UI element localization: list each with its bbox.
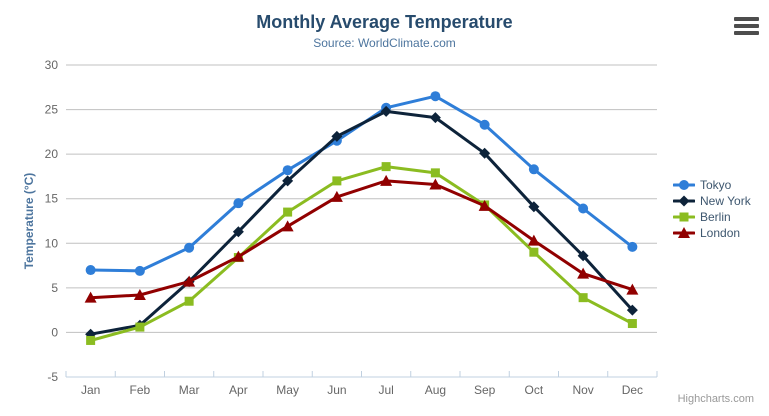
- x-axis-label: Apr: [229, 383, 248, 397]
- data-point[interactable]: [627, 241, 638, 252]
- y-axis-label: 15: [45, 192, 59, 206]
- circle-marker-icon: [673, 180, 695, 190]
- series-london[interactable]: [84, 174, 639, 303]
- hamburger-bar: [734, 24, 759, 28]
- diamond-marker-icon: [673, 195, 695, 207]
- data-point[interactable]: [232, 226, 244, 238]
- x-axis-label: Jul: [378, 383, 393, 397]
- data-point[interactable]: [184, 296, 194, 306]
- legend-label: Tokyo: [700, 178, 732, 192]
- hamburger-bar: [734, 31, 759, 35]
- series-tokyo[interactable]: [85, 91, 638, 276]
- data-point[interactable]: [135, 322, 145, 332]
- data-point[interactable]: [133, 288, 146, 300]
- y-axis-label: 10: [45, 236, 59, 250]
- data-point[interactable]: [331, 130, 343, 142]
- hamburger-bar: [734, 17, 759, 21]
- data-point[interactable]: [578, 293, 588, 303]
- legend-item-new-york[interactable]: New York: [673, 193, 751, 209]
- legend-label: New York: [700, 194, 751, 208]
- x-axis-label: Jun: [327, 383, 346, 397]
- x-axis-label: Dec: [622, 383, 643, 397]
- x-axis-label: Aug: [425, 383, 446, 397]
- legend-item-london[interactable]: London: [673, 225, 751, 241]
- data-point[interactable]: [232, 250, 245, 262]
- data-point[interactable]: [281, 220, 294, 232]
- legend-label: Berlin: [700, 210, 731, 224]
- x-axis-label: Feb: [130, 383, 151, 397]
- legend-item-berlin[interactable]: Berlin: [673, 209, 751, 225]
- series-new-york[interactable]: [85, 105, 638, 340]
- legend-item-tokyo[interactable]: Tokyo: [673, 177, 751, 193]
- y-axis-label: 0: [51, 325, 58, 339]
- data-point[interactable]: [429, 112, 441, 124]
- y-axis-label: -5: [47, 370, 58, 384]
- data-point[interactable]: [380, 105, 392, 117]
- data-point[interactable]: [233, 198, 244, 209]
- triangle-marker-icon: [673, 227, 695, 238]
- data-point[interactable]: [330, 190, 343, 202]
- credits-link[interactable]: Highcharts.com: [677, 393, 754, 405]
- x-axis-label: May: [276, 383, 299, 397]
- hamburger-icon: [734, 17, 760, 35]
- y-axis-label: 5: [51, 281, 58, 295]
- y-axis-label: 30: [45, 58, 59, 72]
- data-point[interactable]: [332, 176, 342, 186]
- data-point[interactable]: [528, 201, 540, 213]
- data-point[interactable]: [479, 147, 491, 159]
- data-point[interactable]: [282, 165, 293, 176]
- legend-label: London: [700, 226, 741, 240]
- data-point[interactable]: [134, 265, 145, 276]
- data-point[interactable]: [184, 242, 195, 253]
- series-line: [89, 165, 634, 342]
- x-axis-label: Oct: [525, 383, 544, 397]
- export-menu-button[interactable]: [734, 16, 760, 36]
- data-point[interactable]: [183, 275, 196, 287]
- legend: Tokyo New York Berlin London: [673, 177, 751, 241]
- data-point[interactable]: [429, 178, 442, 190]
- data-point[interactable]: [430, 91, 441, 102]
- data-point[interactable]: [577, 250, 589, 262]
- chart-subtitle: Source: WorldClimate.com: [313, 36, 456, 50]
- data-point[interactable]: [527, 234, 540, 246]
- data-point[interactable]: [626, 283, 639, 295]
- x-axis-label: Sep: [474, 383, 496, 397]
- data-point[interactable]: [84, 291, 97, 303]
- x-axis-label: Mar: [179, 383, 200, 397]
- data-point[interactable]: [381, 162, 391, 172]
- chart-title: Monthly Average Temperature: [256, 12, 513, 32]
- data-point[interactable]: [626, 304, 638, 316]
- data-point[interactable]: [577, 267, 590, 279]
- series-line: [89, 109, 634, 336]
- y-axis-label: 20: [45, 147, 59, 161]
- data-point[interactable]: [86, 335, 96, 345]
- data-point[interactable]: [627, 319, 637, 329]
- x-axis-label: Nov: [572, 383, 593, 397]
- data-point[interactable]: [529, 247, 539, 257]
- data-point[interactable]: [430, 168, 440, 178]
- data-point[interactable]: [478, 199, 491, 211]
- data-point[interactable]: [283, 207, 293, 217]
- data-point[interactable]: [578, 203, 589, 214]
- x-axis-label: Jan: [81, 383, 100, 397]
- data-point[interactable]: [282, 175, 294, 187]
- data-point[interactable]: [528, 164, 539, 175]
- square-marker-icon: [673, 212, 695, 222]
- series-line: [89, 179, 634, 300]
- data-point[interactable]: [479, 119, 490, 130]
- data-point[interactable]: [85, 265, 96, 276]
- y-axis-label: 25: [45, 103, 59, 117]
- data-point[interactable]: [380, 174, 393, 186]
